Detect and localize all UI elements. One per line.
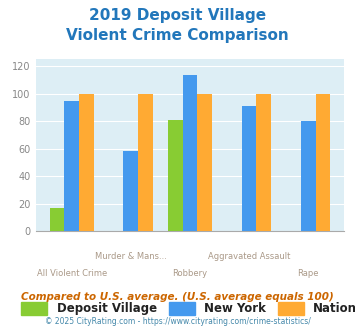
Text: Murder & Mans...: Murder & Mans... (95, 251, 167, 261)
Bar (301, 121, 316, 231)
Text: Robbery: Robbery (173, 269, 207, 278)
Bar (79, 94, 94, 231)
Bar (124, 151, 138, 231)
Bar (168, 120, 182, 231)
Bar (197, 94, 212, 231)
Text: © 2025 CityRating.com - https://www.cityrating.com/crime-statistics/: © 2025 CityRating.com - https://www.city… (45, 317, 310, 326)
Bar (256, 94, 271, 231)
Bar (64, 101, 79, 231)
Bar (316, 94, 330, 231)
Text: All Violent Crime: All Violent Crime (37, 269, 107, 278)
Text: Aggravated Assault: Aggravated Assault (208, 251, 290, 261)
Text: Violent Crime Comparison: Violent Crime Comparison (66, 28, 289, 43)
Text: 2019 Deposit Village: 2019 Deposit Village (89, 8, 266, 23)
Text: Rape: Rape (297, 269, 319, 278)
Bar (242, 106, 256, 231)
Legend: Deposit Village, New York, National: Deposit Village, New York, National (17, 297, 355, 320)
Bar (182, 75, 197, 231)
Text: Compared to U.S. average. (U.S. average equals 100): Compared to U.S. average. (U.S. average … (21, 292, 334, 302)
Bar (50, 208, 64, 231)
Bar (138, 94, 153, 231)
